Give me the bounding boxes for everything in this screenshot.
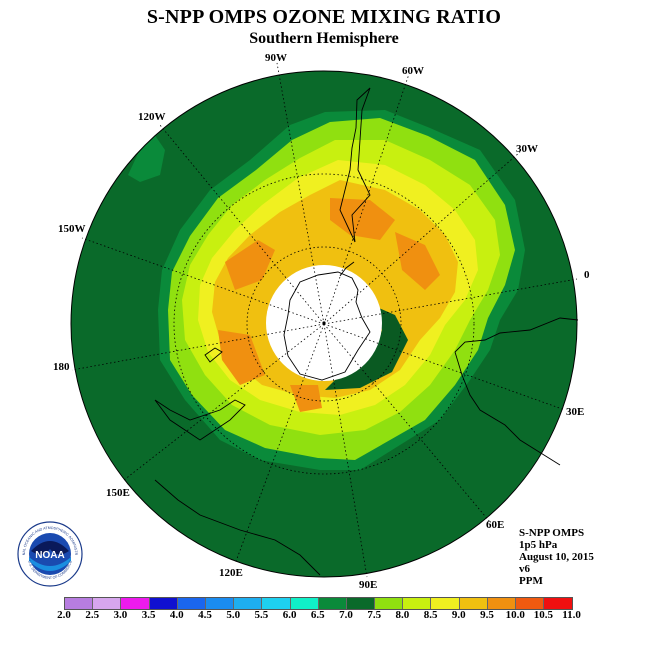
- colorbar-segment: [487, 598, 516, 609]
- colorbar-tick-label: 11.0: [562, 609, 581, 621]
- australia-coast: [154, 399, 246, 441]
- colorbar-segment: [431, 598, 460, 609]
- colorbar-segment: [262, 598, 291, 609]
- colorbar-tick-label: 8.5: [423, 609, 438, 621]
- orange-patch-1: [330, 198, 395, 240]
- antarctica-coast: [283, 271, 371, 381]
- colorbar-ticks: 2.0 2.5 3.0 3.5 4.0 4.5 5.0 5.5 6.0 6.5 7.0 7.5 8.0 8…: [50, 609, 610, 623]
- colorbar-segment: [403, 598, 432, 609]
- colorbar-tick-label: 3.5: [141, 609, 156, 621]
- lon-label-120w: 120W: [138, 111, 166, 123]
- orange-patch-4: [218, 330, 265, 385]
- orange-patch-5: [290, 385, 322, 412]
- orange-patch-2: [395, 232, 440, 290]
- lon-label-0: 0: [584, 269, 590, 281]
- lon-label-180: 180: [53, 361, 70, 373]
- colorbar-tick-label: 7.5: [367, 609, 382, 621]
- colorbar-tick-label: 9.0: [451, 609, 466, 621]
- info-units: PPM: [519, 575, 543, 587]
- map-subtitle: Southern Hemisphere: [249, 30, 399, 47]
- edge-blob: [128, 128, 165, 182]
- logo-wordmark: NOAA: [35, 550, 64, 561]
- lon-label-60e: 60E: [486, 519, 504, 531]
- coastlines: [154, 87, 579, 576]
- graticule: [71, 62, 578, 578]
- colorbar-segment: [93, 598, 122, 609]
- colorbar-segment: [234, 598, 263, 609]
- colorbar-tick-label: 5.5: [254, 609, 269, 621]
- info-instrument: S-NPP OMPS: [519, 527, 585, 539]
- antarctic-peninsula: [339, 261, 355, 277]
- colorbar-tick-label: 7.0: [339, 609, 353, 621]
- africa-coast: [454, 317, 579, 353]
- colorbar-tick-label: 10.5: [533, 609, 554, 621]
- orange-patch-3: [225, 240, 275, 290]
- noaa-logo: NOAA NATIONAL OCEANIC AND ATMOSPHERIC AD…: [17, 521, 83, 587]
- map-title: S-NPP OMPS OZONE MIXING RATIO: [146, 6, 502, 28]
- colorbar-segment: [121, 598, 150, 609]
- colorbar-tick-label: 10.0: [505, 609, 525, 621]
- lon-label-30e: 30E: [566, 406, 584, 418]
- colorbar-segment: [459, 598, 488, 609]
- dark-crescent: [325, 305, 408, 390]
- africa-south: [454, 351, 561, 466]
- colorbar-tick-label: 4.0: [169, 609, 184, 621]
- south-pole-marker: [322, 321, 326, 325]
- lon-label-90e: 90E: [359, 579, 377, 591]
- map-border: [70, 70, 578, 578]
- colorbar-tick-label: 5.0: [226, 609, 241, 621]
- colorbar-tick-label: 6.0: [282, 609, 297, 621]
- colorbar-segment: [205, 598, 235, 609]
- colorbar-tick-label: 4.5: [198, 609, 212, 621]
- info-version: v6: [519, 563, 530, 575]
- colorbar-tick-label: 2.5: [85, 609, 100, 621]
- south-america-coast: [339, 87, 371, 243]
- colorbar-segment: [346, 598, 376, 609]
- info-date: August 10, 2015: [519, 551, 594, 563]
- colorbar-tick-label: 9.5: [480, 609, 494, 621]
- colorbar-segment: [65, 598, 94, 609]
- colorbar-segment: [516, 598, 545, 609]
- longitude-labels: 90W 60W 30W 0 30E 60E 90E 120E 150E 180 …: [53, 52, 590, 591]
- lon-label-150e: 150E: [106, 487, 130, 499]
- colorbar-tick-label: 8.0: [395, 609, 410, 621]
- info-block: S-NPP OMPS 1p5 hPa August 10, 2015 v6 PP…: [519, 527, 594, 587]
- colorbar-segment: [544, 598, 573, 609]
- colorbar-segment: [290, 598, 319, 609]
- info-level: 1p5 hPa: [519, 539, 558, 551]
- lon-label-60w: 60W: [402, 65, 424, 77]
- colorbar-tick-label: 2.0: [57, 609, 71, 621]
- colorbar-tick-label: 3.0: [113, 609, 128, 621]
- colorbar-tick-label: 6.5: [310, 609, 325, 621]
- lon-label-90w: 90W: [265, 52, 287, 64]
- colorbar-segment: [375, 598, 404, 609]
- new-zealand: [204, 347, 223, 363]
- colorbar: [64, 597, 574, 610]
- lon-label-30w: 30W: [516, 143, 538, 155]
- colorbar-segment: [318, 598, 347, 609]
- lon-label-150w: 150W: [58, 223, 86, 235]
- colorbar-segment: [177, 598, 206, 609]
- colorbar-segment: [149, 598, 178, 609]
- australia-west: [154, 479, 321, 576]
- lon-label-120e: 120E: [219, 567, 243, 579]
